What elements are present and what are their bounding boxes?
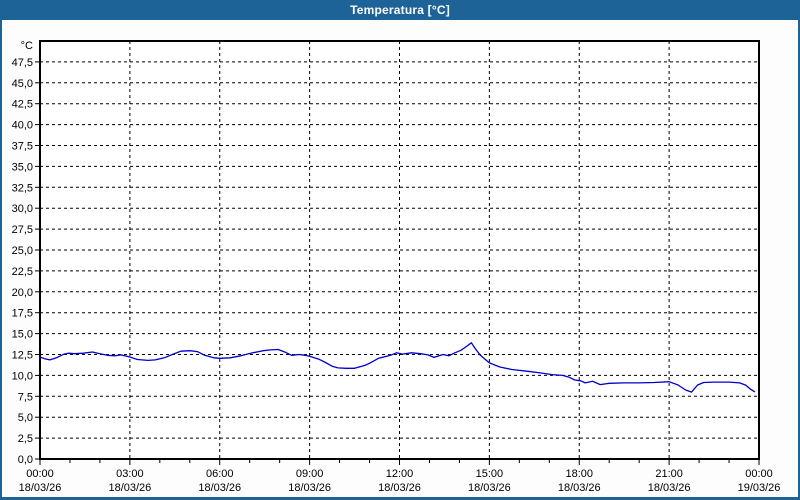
x-axis-time-label: 03:00 <box>116 468 144 480</box>
y-axis-tick-label: 40,0 <box>12 120 33 132</box>
y-axis-tick-label: 27,5 <box>12 224 33 236</box>
x-axis-date-label: 18/03/26 <box>288 482 331 494</box>
y-axis-tick-label: 15,0 <box>12 329 33 341</box>
y-axis-tick-label: 30,0 <box>12 203 33 215</box>
x-axis-date-label: 18/03/26 <box>108 482 151 494</box>
x-axis-time-label: 15:00 <box>476 468 504 480</box>
y-axis-tick-label: 12,5 <box>12 350 33 362</box>
x-axis-time-label: 06:00 <box>206 468 234 480</box>
y-axis-unit-label: °C <box>21 40 33 52</box>
y-axis-tick-label: 47,5 <box>12 57 33 69</box>
y-axis-tick-label: 10,0 <box>12 370 33 382</box>
x-axis-date-label: 18/03/26 <box>198 482 241 494</box>
x-axis-time-label: 00:00 <box>26 468 54 480</box>
x-axis-time-label: 12:00 <box>386 468 414 480</box>
y-axis-tick-label: 20,0 <box>12 287 33 299</box>
x-axis-date-label: 18/03/26 <box>19 482 62 494</box>
x-axis-time-label: 18:00 <box>565 468 593 480</box>
y-axis-tick-label: 45,0 <box>12 78 33 90</box>
y-axis-tick-label: 17,5 <box>12 308 33 320</box>
x-axis-time-label: 09:00 <box>296 468 324 480</box>
y-axis-tick-label: 37,5 <box>12 141 33 153</box>
y-axis-tick-label: 42,5 <box>12 99 33 111</box>
y-axis-tick-label: 7,5 <box>18 391 33 403</box>
x-axis-date-label: 18/03/26 <box>468 482 511 494</box>
x-axis-date-label: 18/03/26 <box>378 482 421 494</box>
temperature-plot: 0,0 2,5 5,0 7,5 10,0 12,5 15,0 17,5 20,0 22,5 25,0… <box>12 40 781 494</box>
x-axis-date-label: 19/03/26 <box>738 482 781 494</box>
y-axis-tick-label: 0,0 <box>18 454 33 466</box>
y-axis-tick-label: 32,5 <box>12 182 33 194</box>
y-axis-tick-label: 22,5 <box>12 266 33 278</box>
x-axis-time-label: 21:00 <box>655 468 683 480</box>
x-axis-date-label: 18/03/26 <box>648 482 691 494</box>
y-axis-tick-label: 5,0 <box>18 412 33 424</box>
temperature-line <box>39 342 756 393</box>
x-axis-date-label: 18/03/26 <box>558 482 601 494</box>
x-axis-time-label: 00:00 <box>745 468 773 480</box>
window-title: Temperatura [°C] <box>350 3 450 17</box>
y-axis-tick-label: 25,0 <box>12 245 33 257</box>
y-axis-tick-label: 2,5 <box>18 433 33 445</box>
window-titlebar: Temperatura [°C] <box>2 0 798 20</box>
chart-area: 0,0 2,5 5,0 7,5 10,0 12,5 15,0 17,5 20,0 22,5 25,0… <box>2 20 798 497</box>
y-axis-tick-label: 35,0 <box>12 161 33 173</box>
